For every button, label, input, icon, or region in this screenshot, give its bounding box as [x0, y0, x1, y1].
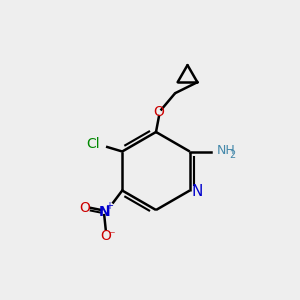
Text: O: O — [100, 229, 111, 242]
Text: ⁻: ⁻ — [108, 229, 114, 242]
Text: +: + — [105, 201, 113, 211]
Text: O: O — [154, 106, 164, 119]
Text: N: N — [98, 205, 110, 218]
Text: O: O — [79, 202, 90, 215]
Text: N: N — [192, 184, 203, 200]
Text: Cl: Cl — [86, 137, 100, 151]
Text: NH: NH — [217, 144, 236, 158]
Text: 2: 2 — [230, 150, 236, 160]
